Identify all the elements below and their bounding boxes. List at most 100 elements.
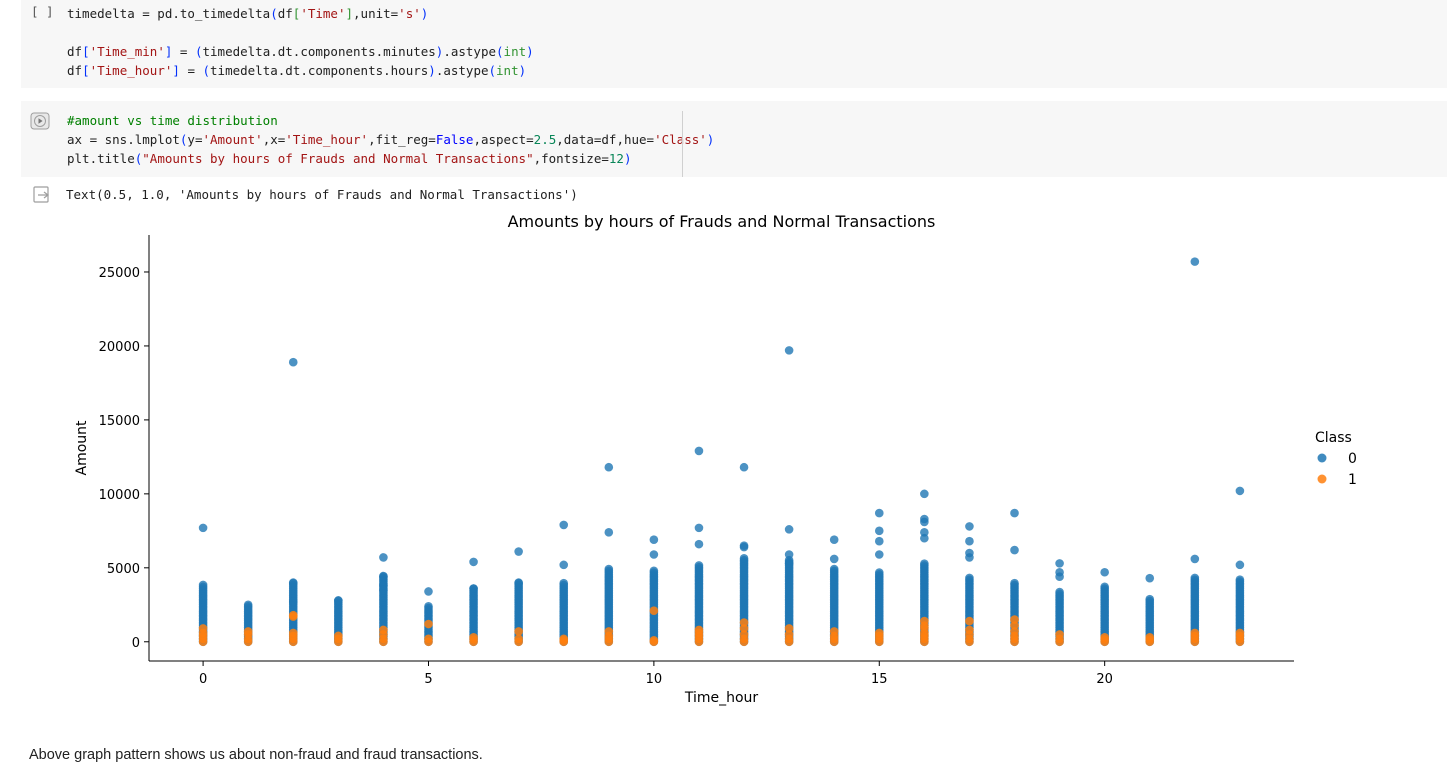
data-point-class-0 (829, 535, 839, 545)
data-point-class-0 (874, 568, 884, 577)
code-token: ( (134, 151, 143, 166)
code-token: plt.title (67, 151, 135, 166)
data-point-class-1 (965, 625, 974, 635)
data-point-class-1 (965, 616, 974, 626)
code-token: ,fit_reg= (368, 132, 436, 147)
code-cell-2[interactable]: #amount vs time distribution ax = sns.lmp… (21, 101, 1447, 177)
data-point-class-0 (469, 557, 478, 567)
data-point-class-0 (1235, 486, 1245, 496)
code-token: timedelta.dt.components.hours (210, 63, 429, 78)
data-point-class-0 (379, 585, 388, 595)
data-point-class-0 (920, 517, 929, 527)
legend-label: 1 (1348, 472, 1357, 488)
data-point-class-1 (334, 631, 343, 641)
code-token: ( (496, 44, 504, 59)
data-point-class-1 (288, 610, 298, 620)
code-token: .astype (435, 63, 489, 78)
code-cell-1[interactable]: [ ] timedelta = pd.to_timedelta(df['Time… (21, 0, 1447, 88)
data-point-class-0 (1010, 545, 1019, 555)
data-point-class-1 (1100, 633, 1109, 642)
data-point-class-0 (965, 522, 974, 531)
data-point-class-0 (739, 462, 749, 472)
data-point-class-0 (379, 572, 388, 581)
code-token: ) (435, 44, 444, 59)
data-point-class-0 (288, 578, 298, 587)
data-point-class-0 (1145, 594, 1155, 604)
code-token: int (503, 44, 527, 59)
data-point-class-0 (965, 573, 974, 583)
code-token: df (67, 63, 83, 78)
data-point-class-0 (965, 536, 974, 546)
code-token: ,x= (262, 132, 286, 147)
data-point-class-0 (784, 559, 794, 568)
data-point-class-0 (604, 462, 614, 472)
y-tick-label: 5000 (107, 562, 140, 577)
data-point-class-0 (424, 601, 433, 611)
code-token: ) (526, 44, 534, 59)
output-icon[interactable] (32, 185, 52, 205)
data-point-class-0 (514, 578, 523, 587)
cell-execution-count[interactable]: [ ] (31, 4, 54, 19)
y-tick-label: 20000 (99, 340, 140, 355)
code-token: #amount vs time distribution (67, 113, 278, 128)
run-cell-icon[interactable] (30, 112, 50, 130)
code-token: ) (518, 63, 527, 78)
cell2-line: ax = sns.lmplot(y='Amount',x='Time_hour'… (67, 130, 714, 149)
data-point-class-1 (604, 627, 614, 636)
data-point-class-0 (559, 578, 569, 588)
legend-marker (1317, 453, 1327, 463)
code-token: y= (187, 132, 203, 147)
code-editor-1[interactable]: timedelta = pd.to_timedelta(df['Time'],u… (67, 4, 534, 80)
code-editor-2[interactable]: #amount vs time distribution ax = sns.lmp… (67, 111, 714, 168)
x-tick-label: 15 (871, 672, 888, 687)
x-tick-label: 5 (424, 672, 432, 687)
data-point-class-1 (784, 624, 794, 633)
data-point-class-0 (829, 564, 839, 574)
data-point-class-0 (334, 596, 343, 605)
data-point-class-0 (1055, 559, 1064, 568)
data-point-class-1 (1235, 628, 1245, 638)
data-point-class-1 (920, 616, 929, 626)
cell2-line: plt.title("Amounts by hours of Frauds an… (67, 149, 714, 168)
x-tick-label: 0 (199, 672, 207, 687)
code-token: ) (420, 6, 429, 21)
data-point-class-1 (288, 628, 298, 638)
data-point-class-1 (784, 630, 794, 639)
cell1-line: timedelta = pd.to_timedelta(df['Time'],u… (67, 4, 534, 23)
data-point-class-0 (288, 357, 298, 367)
x-tick-label: 10 (646, 672, 663, 687)
code-token: df (277, 6, 293, 21)
data-point-class-0 (559, 520, 569, 530)
data-point-class-0 (514, 547, 523, 556)
code-token: ax = sns.lmplot (67, 132, 180, 147)
code-token: 2.5 (533, 132, 557, 147)
data-point-class-0 (694, 523, 704, 533)
data-point-class-0 (379, 553, 388, 562)
data-point-class-0 (784, 525, 794, 534)
cell2-line: #amount vs time distribution (67, 111, 714, 130)
cell1-line (67, 23, 534, 42)
data-point-class-1 (1010, 621, 1019, 630)
markdown-text: Above graph pattern shows us about non-f… (29, 747, 483, 763)
data-point-class-0 (1235, 560, 1245, 570)
data-point-class-0 (1190, 257, 1200, 266)
code-token: 'Time_hour' (285, 132, 369, 147)
data-point-class-0 (784, 346, 794, 355)
y-tick-label: 10000 (99, 488, 140, 503)
data-point-class-0 (1055, 587, 1064, 597)
output-text: Text(0.5, 1.0, 'Amounts by hours of Frau… (66, 187, 578, 202)
data-point-class-0 (198, 523, 208, 533)
y-tick-label: 0 (132, 636, 140, 651)
x-tick-label: 20 (1096, 672, 1113, 687)
data-point-class-1 (739, 618, 749, 627)
data-point-class-0 (874, 526, 884, 536)
data-point-class-0 (784, 550, 794, 559)
data-point-class-1 (198, 624, 208, 633)
data-point-class-0 (649, 535, 659, 545)
cell1-line: df['Time_min'] = (timedelta.dt.component… (67, 42, 534, 61)
data-point-class-0 (1010, 508, 1019, 518)
data-point-class-1 (739, 624, 749, 633)
editor-ruler (682, 111, 683, 177)
data-point-class-0 (1055, 572, 1064, 581)
code-token: timedelta.dt.components.minutes (202, 44, 436, 59)
